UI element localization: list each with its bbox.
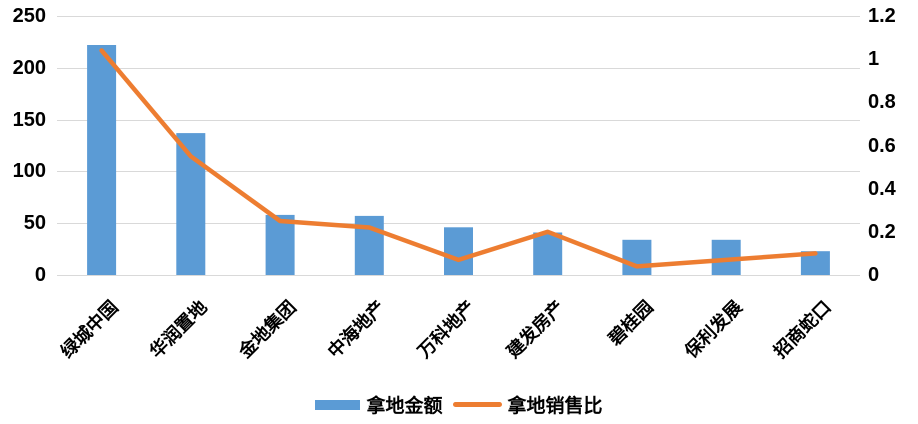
right-axis-tick: 1: [868, 48, 880, 71]
legend-item-label: 拿地销售比: [507, 396, 603, 417]
bar: [622, 239, 652, 275]
right-axis-tick: 0.2: [868, 220, 896, 243]
legend: 拿地金额 拿地销售比: [0, 391, 918, 418]
bar: [87, 45, 117, 275]
left-axis-tick: 50: [23, 212, 46, 235]
bar: [533, 232, 563, 275]
ratio-line: [99, 48, 818, 269]
right-axis-tick: 1.2: [868, 5, 896, 27]
right-axis-tick: 0: [868, 264, 880, 286]
legend-item: 拿地金额: [315, 391, 443, 418]
legend-item: 拿地销售比: [452, 391, 603, 418]
legend-line-swatch: [452, 402, 502, 407]
legend-bar-swatch: [315, 399, 361, 410]
left-axis-tick: 200: [12, 56, 46, 79]
left-axis-tick: 0: [34, 264, 46, 286]
bar: [800, 251, 830, 275]
left-axis-tick: 250: [12, 5, 46, 27]
legend-item-label: 拿地金额: [366, 396, 443, 417]
right-axis-tick: 0.6: [868, 134, 896, 157]
right-axis-tick: 0.4: [868, 177, 896, 200]
bar: [444, 227, 473, 275]
left-axis-tick: 100: [12, 160, 46, 183]
bar: [265, 214, 295, 275]
right-axis-tick: 0.8: [868, 91, 896, 114]
left-axis-tick: 150: [12, 108, 46, 131]
